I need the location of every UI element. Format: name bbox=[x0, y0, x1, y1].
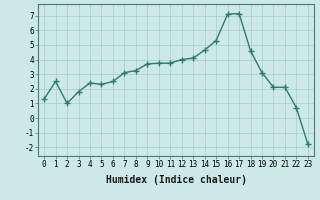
X-axis label: Humidex (Indice chaleur): Humidex (Indice chaleur) bbox=[106, 175, 246, 185]
